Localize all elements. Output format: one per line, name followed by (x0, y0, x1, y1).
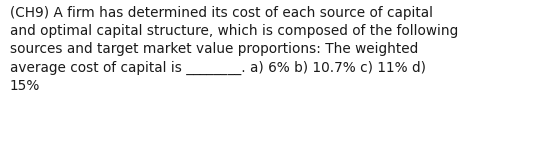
Text: (CH9) A firm has determined its cost of each source of capital
and optimal capit: (CH9) A firm has determined its cost of … (10, 6, 458, 93)
